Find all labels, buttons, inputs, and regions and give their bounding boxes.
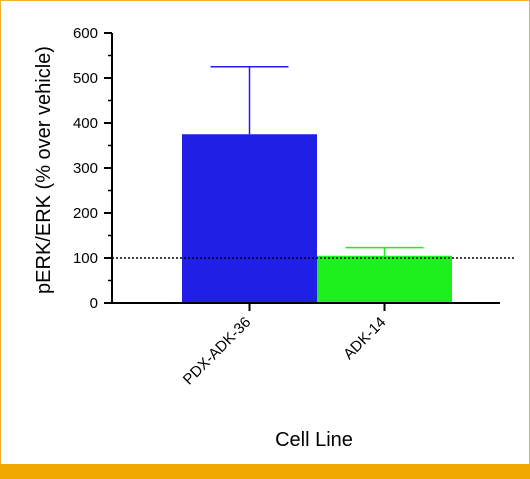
y-tick-label-300: 300 [73,160,98,177]
y-tick-label-200: 200 [73,205,98,222]
x-tick-label-pdx-adk-36: PDX-ADK-36 [180,314,255,389]
x-axis-title: Cell Line [275,429,353,451]
x-axis: PDX-ADK-36 ADK-14 [112,302,500,389]
bar-adk-14 [317,255,452,303]
y-tick-label-100: 100 [73,250,98,267]
bars-group [182,134,452,303]
bottom-color-band [0,464,530,479]
bar-pdx-adk-36 [182,134,317,303]
error-bars-group [210,66,424,256]
y-axis: 0 100 200 300 400 500 600 [73,25,113,312]
x-tick-label-adk-14: ADK-14 [340,314,389,363]
y-tick-label-500: 500 [73,70,98,87]
y-axis-title: pERK/ERK (% over vehicle) [33,46,55,294]
y-tick-label-400: 400 [73,115,98,132]
y-tick-label-600: 600 [73,25,98,42]
y-tick-label-0: 0 [90,295,98,312]
